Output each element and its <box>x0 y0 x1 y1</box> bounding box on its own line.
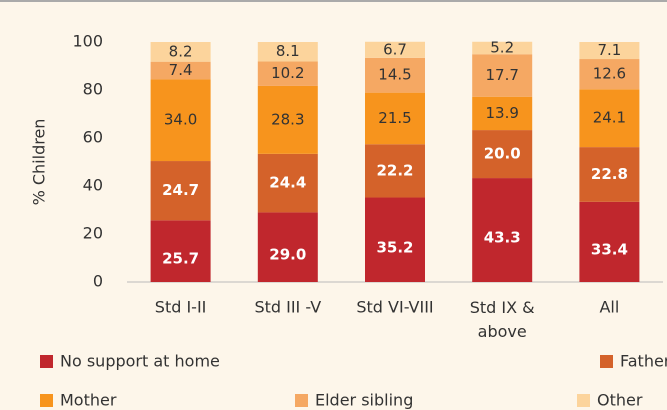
bar-segment <box>257 212 318 282</box>
bar-segment <box>365 144 425 198</box>
value-label: 29.0 <box>269 246 306 264</box>
y-tick-label: 60 <box>83 128 103 147</box>
legend-swatch <box>600 355 613 368</box>
value-label: 28.3 <box>271 110 304 128</box>
value-label: 22.2 <box>376 161 413 179</box>
value-label: 34.0 <box>164 111 197 129</box>
legend-swatch <box>295 394 308 407</box>
x-tick-label: Std VI-VIII <box>356 298 433 317</box>
value-label: 5.2 <box>490 39 514 57</box>
value-label: 8.2 <box>169 42 193 60</box>
bar-segment <box>472 41 533 55</box>
bar-segment <box>472 54 533 97</box>
value-label: 7.4 <box>169 61 193 79</box>
value-label: 25.7 <box>162 250 199 268</box>
value-label: 17.7 <box>485 66 518 84</box>
bar-segment <box>150 42 211 62</box>
bar-segment <box>365 92 425 145</box>
value-label: 35.2 <box>376 238 413 256</box>
value-label: 22.8 <box>591 165 628 183</box>
bar-segment <box>150 61 211 80</box>
bar-segment <box>579 42 640 60</box>
legend-swatch <box>577 394 590 407</box>
value-label: 8.1 <box>276 42 300 60</box>
legend-label: Mother <box>60 391 117 410</box>
bar-segment <box>257 61 318 86</box>
legend-label: Elder sibling <box>315 391 413 410</box>
legend-swatch <box>40 355 53 368</box>
y-tick-label: 20 <box>83 224 103 243</box>
value-label: 7.1 <box>597 41 621 59</box>
bar-segment <box>579 89 640 148</box>
value-label: 43.3 <box>484 229 521 247</box>
value-label: 6.7 <box>383 40 407 58</box>
bar-segment <box>472 130 533 179</box>
bar-segment <box>257 85 318 154</box>
legend-swatch <box>40 394 53 407</box>
x-tick-label: Std I-II <box>155 298 207 317</box>
bar-segment <box>365 57 425 93</box>
x-tick-label: Std IX & above <box>470 298 535 341</box>
bar-segment <box>365 41 425 58</box>
bar-segment <box>257 42 318 62</box>
bar-segment <box>579 201 640 282</box>
y-axis-label: % Children <box>30 119 49 206</box>
value-label: 14.5 <box>378 66 411 84</box>
value-label: 24.7 <box>162 181 199 199</box>
bar-segment <box>257 153 318 213</box>
legend-label: Other <box>597 391 643 410</box>
x-tick-label: All <box>599 298 619 317</box>
y-tick-label: 80 <box>83 80 103 99</box>
legend-label: No support at home <box>60 352 220 371</box>
value-label: 33.4 <box>591 240 628 258</box>
y-tick-label: 0 <box>93 272 103 291</box>
value-label: 21.5 <box>378 109 411 127</box>
value-label: 20.0 <box>484 145 521 163</box>
bar-segment <box>150 161 211 221</box>
y-tick-label: 100 <box>72 32 103 51</box>
value-label: 24.4 <box>269 174 306 192</box>
legend-label: Father <box>620 352 667 371</box>
value-label: 24.1 <box>593 109 626 127</box>
y-tick-label: 40 <box>83 176 103 195</box>
value-label: 13.9 <box>485 104 518 122</box>
bar-segment <box>472 178 533 282</box>
bar-segment <box>579 147 640 202</box>
bar-segment <box>579 59 640 90</box>
value-label: 10.2 <box>271 64 304 82</box>
bar-segment <box>365 197 425 282</box>
value-label: 12.6 <box>593 65 626 83</box>
bar-segment <box>150 79 211 162</box>
bar-segment <box>150 220 211 282</box>
bar-segment <box>472 96 533 131</box>
x-tick-label: Std III -V <box>254 298 321 317</box>
